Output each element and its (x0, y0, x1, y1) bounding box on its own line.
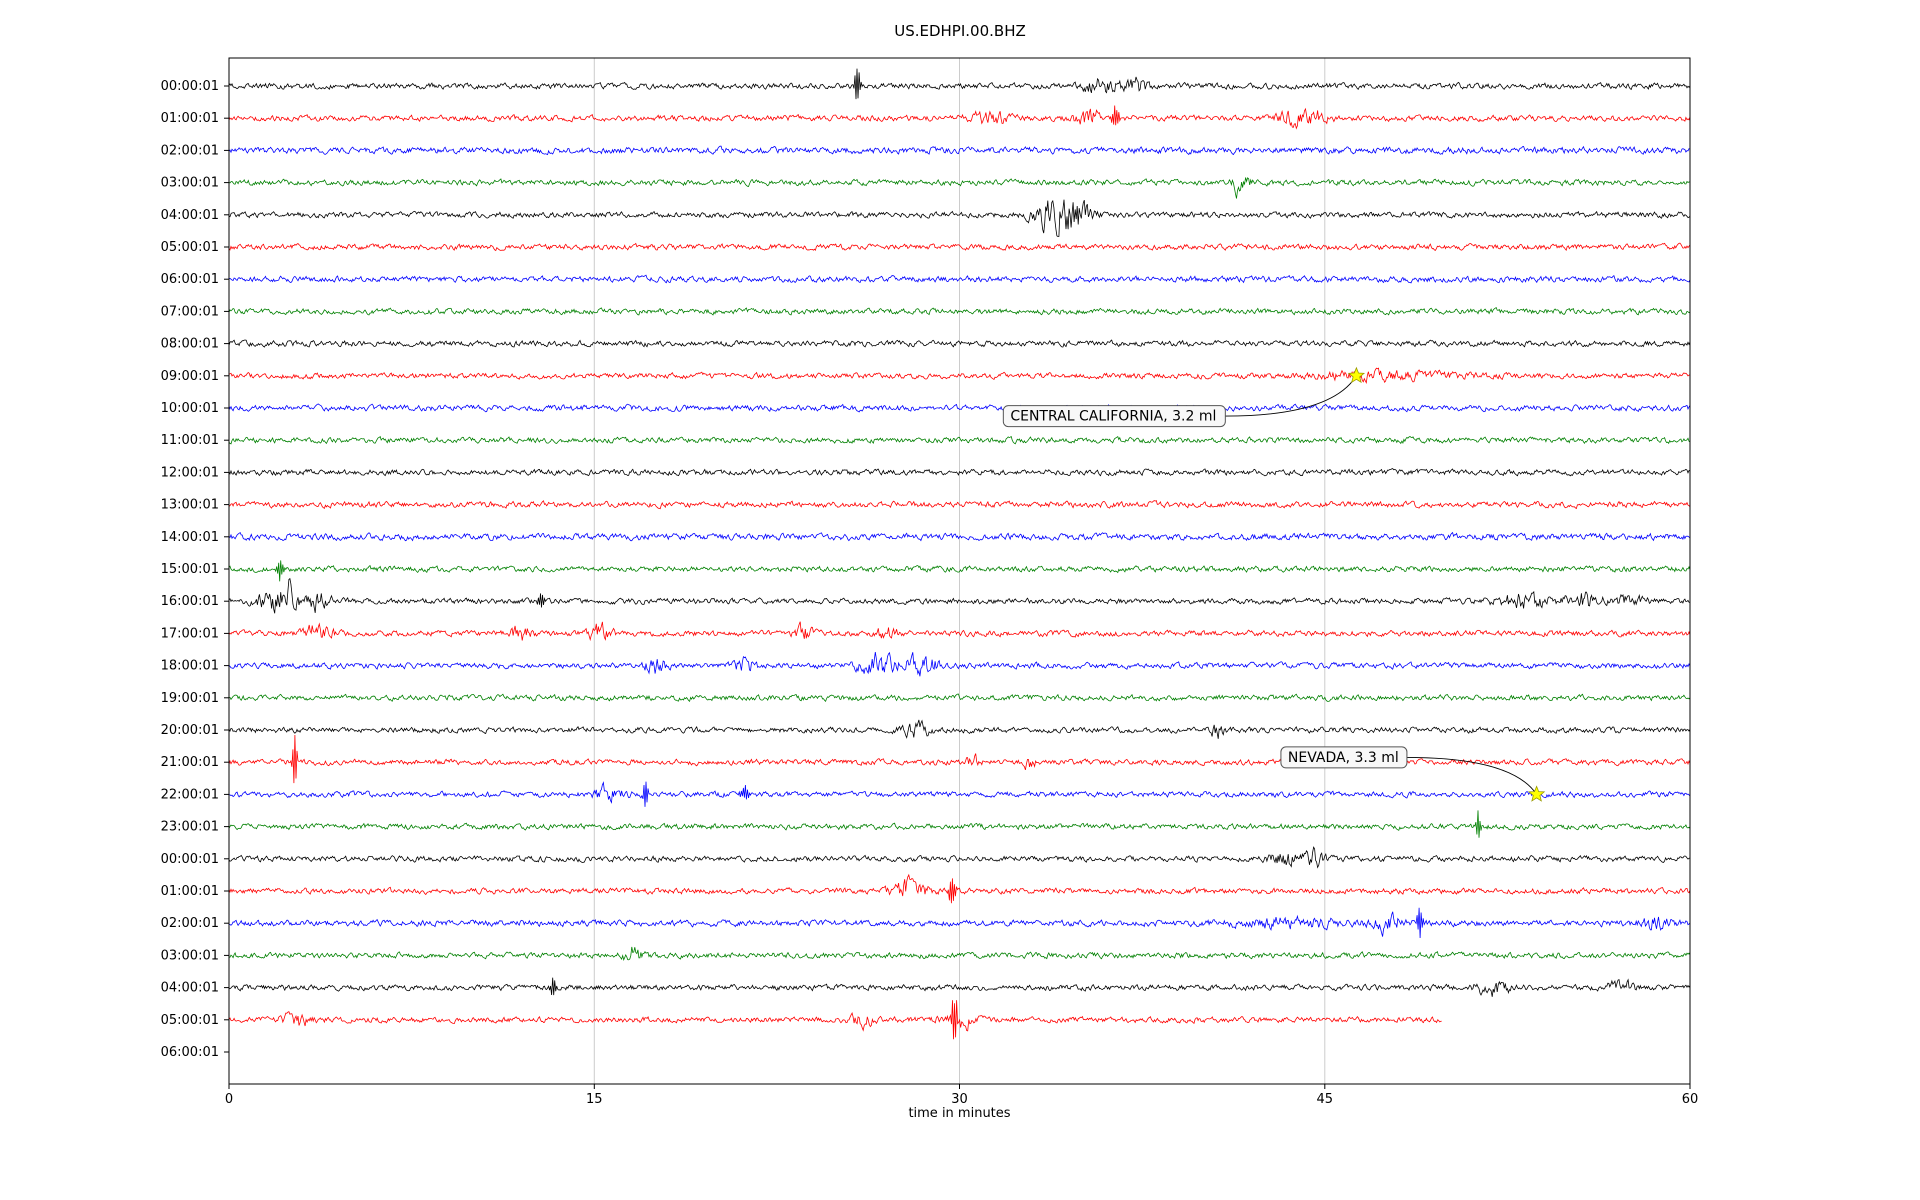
x-tick-label: 45 (1317, 1092, 1334, 1107)
seismogram-trace-row-27 (228, 946, 1691, 962)
event-star-icon (1347, 366, 1366, 384)
seismogram-trace-row-22 (228, 781, 1691, 807)
y-tick-label: 13:00:01 (161, 498, 219, 513)
y-tick-label: 15:00:01 (161, 562, 219, 577)
seismogram-trace-row-12 (228, 468, 1691, 477)
seismogram-trace-row-15 (228, 560, 1691, 582)
event-star-icon (1527, 785, 1546, 802)
y-tick-label: 17:00:01 (161, 626, 219, 641)
event-label: NEVADA, 3.3 ml (1288, 750, 1399, 766)
y-tick-label: 03:00:01 (161, 176, 219, 191)
y-tick-label: 06:00:01 (161, 1045, 219, 1060)
y-tick-label: 00:00:01 (161, 852, 219, 867)
y-tick-label: 01:00:01 (161, 884, 219, 899)
chart-title: US.EDHPI.00.BHZ (894, 22, 1026, 40)
y-tick-label: 05:00:01 (161, 1013, 219, 1028)
seismogram-trace-row-9 (228, 367, 1691, 384)
seismogram-trace-row-26 (228, 907, 1691, 939)
seismogram-trace-row-13 (228, 500, 1691, 510)
seismogram-trace-row-7 (228, 307, 1691, 316)
x-tick-label: 30 (951, 1092, 968, 1107)
seismogram-trace-row-29 (228, 1000, 1442, 1040)
seismogram-trace-row-19 (229, 693, 1691, 702)
seismogram-trace-row-24 (228, 846, 1691, 869)
y-tick-label: 20:00:01 (161, 723, 219, 738)
seismogram-trace-row-5 (228, 242, 1691, 252)
y-tick-label: 06:00:01 (161, 272, 219, 287)
y-tick-label: 01:00:01 (161, 111, 219, 126)
seismogram-trace-row-16 (228, 577, 1691, 614)
y-tick-label: 10:00:01 (161, 401, 219, 416)
seismogram-trace-row-11 (228, 435, 1691, 445)
event-label-box (1280, 746, 1408, 769)
y-tick-label: 02:00:01 (161, 916, 219, 931)
y-tick-label: 16:00:01 (161, 594, 219, 609)
seismogram-trace-row-17 (228, 621, 1691, 642)
seismogram-trace-row-23 (228, 810, 1691, 838)
y-tick-label: 08:00:01 (161, 337, 219, 352)
x-tick-label: 15 (586, 1092, 603, 1107)
y-tick-label: 21:00:01 (161, 755, 219, 770)
y-tick-label: 03:00:01 (161, 948, 219, 963)
y-tick-label: 02:00:01 (161, 143, 219, 158)
seismogram-trace-row-10 (228, 403, 1691, 413)
seismogram-trace-row-20 (228, 719, 1691, 739)
y-tick-label: 12:00:01 (161, 465, 219, 480)
seismogram-trace-row-4 (228, 199, 1691, 237)
x-tick-label: 0 (225, 1092, 233, 1107)
seismogram-trace-row-25 (228, 873, 1691, 904)
y-tick-label: 18:00:01 (161, 659, 219, 674)
seismogram-trace-row-1 (228, 105, 1691, 130)
x-tick-label: 60 (1682, 1092, 1699, 1107)
event-connector (1406, 756, 1537, 795)
seismogram-trace-row-6 (228, 274, 1691, 284)
event-label: CENTRAL CALIFORNIA, 3.2 ml (1010, 409, 1216, 425)
y-tick-label: 00:00:01 (161, 79, 219, 94)
event-connector (1225, 375, 1357, 417)
x-axis-label: time in minutes (908, 1106, 1011, 1121)
y-tick-label: 07:00:01 (161, 304, 219, 319)
seismogram-trace-row-8 (228, 339, 1691, 348)
seismogram-trace-row-18 (228, 651, 1691, 677)
y-tick-label: 04:00:01 (161, 981, 219, 996)
y-tick-label: 23:00:01 (161, 820, 219, 835)
seismogram-trace-row-14 (228, 531, 1691, 542)
seismogram-trace-row-28 (228, 977, 1691, 997)
seismogram-trace-row-2 (228, 145, 1691, 156)
seismogram-trace-row-0 (228, 68, 1691, 100)
y-tick-label: 05:00:01 (161, 240, 219, 255)
y-tick-label: 11:00:01 (161, 433, 219, 448)
y-tick-label: 09:00:01 (161, 369, 219, 384)
y-tick-label: 14:00:01 (161, 530, 219, 545)
y-tick-label: 19:00:01 (161, 691, 219, 706)
y-tick-label: 22:00:01 (161, 787, 219, 802)
seismogram-trace-row-3 (228, 177, 1691, 199)
seismogram-trace-row-21 (228, 734, 1691, 784)
y-tick-label: 04:00:01 (161, 208, 219, 223)
event-label-box (1002, 405, 1226, 428)
